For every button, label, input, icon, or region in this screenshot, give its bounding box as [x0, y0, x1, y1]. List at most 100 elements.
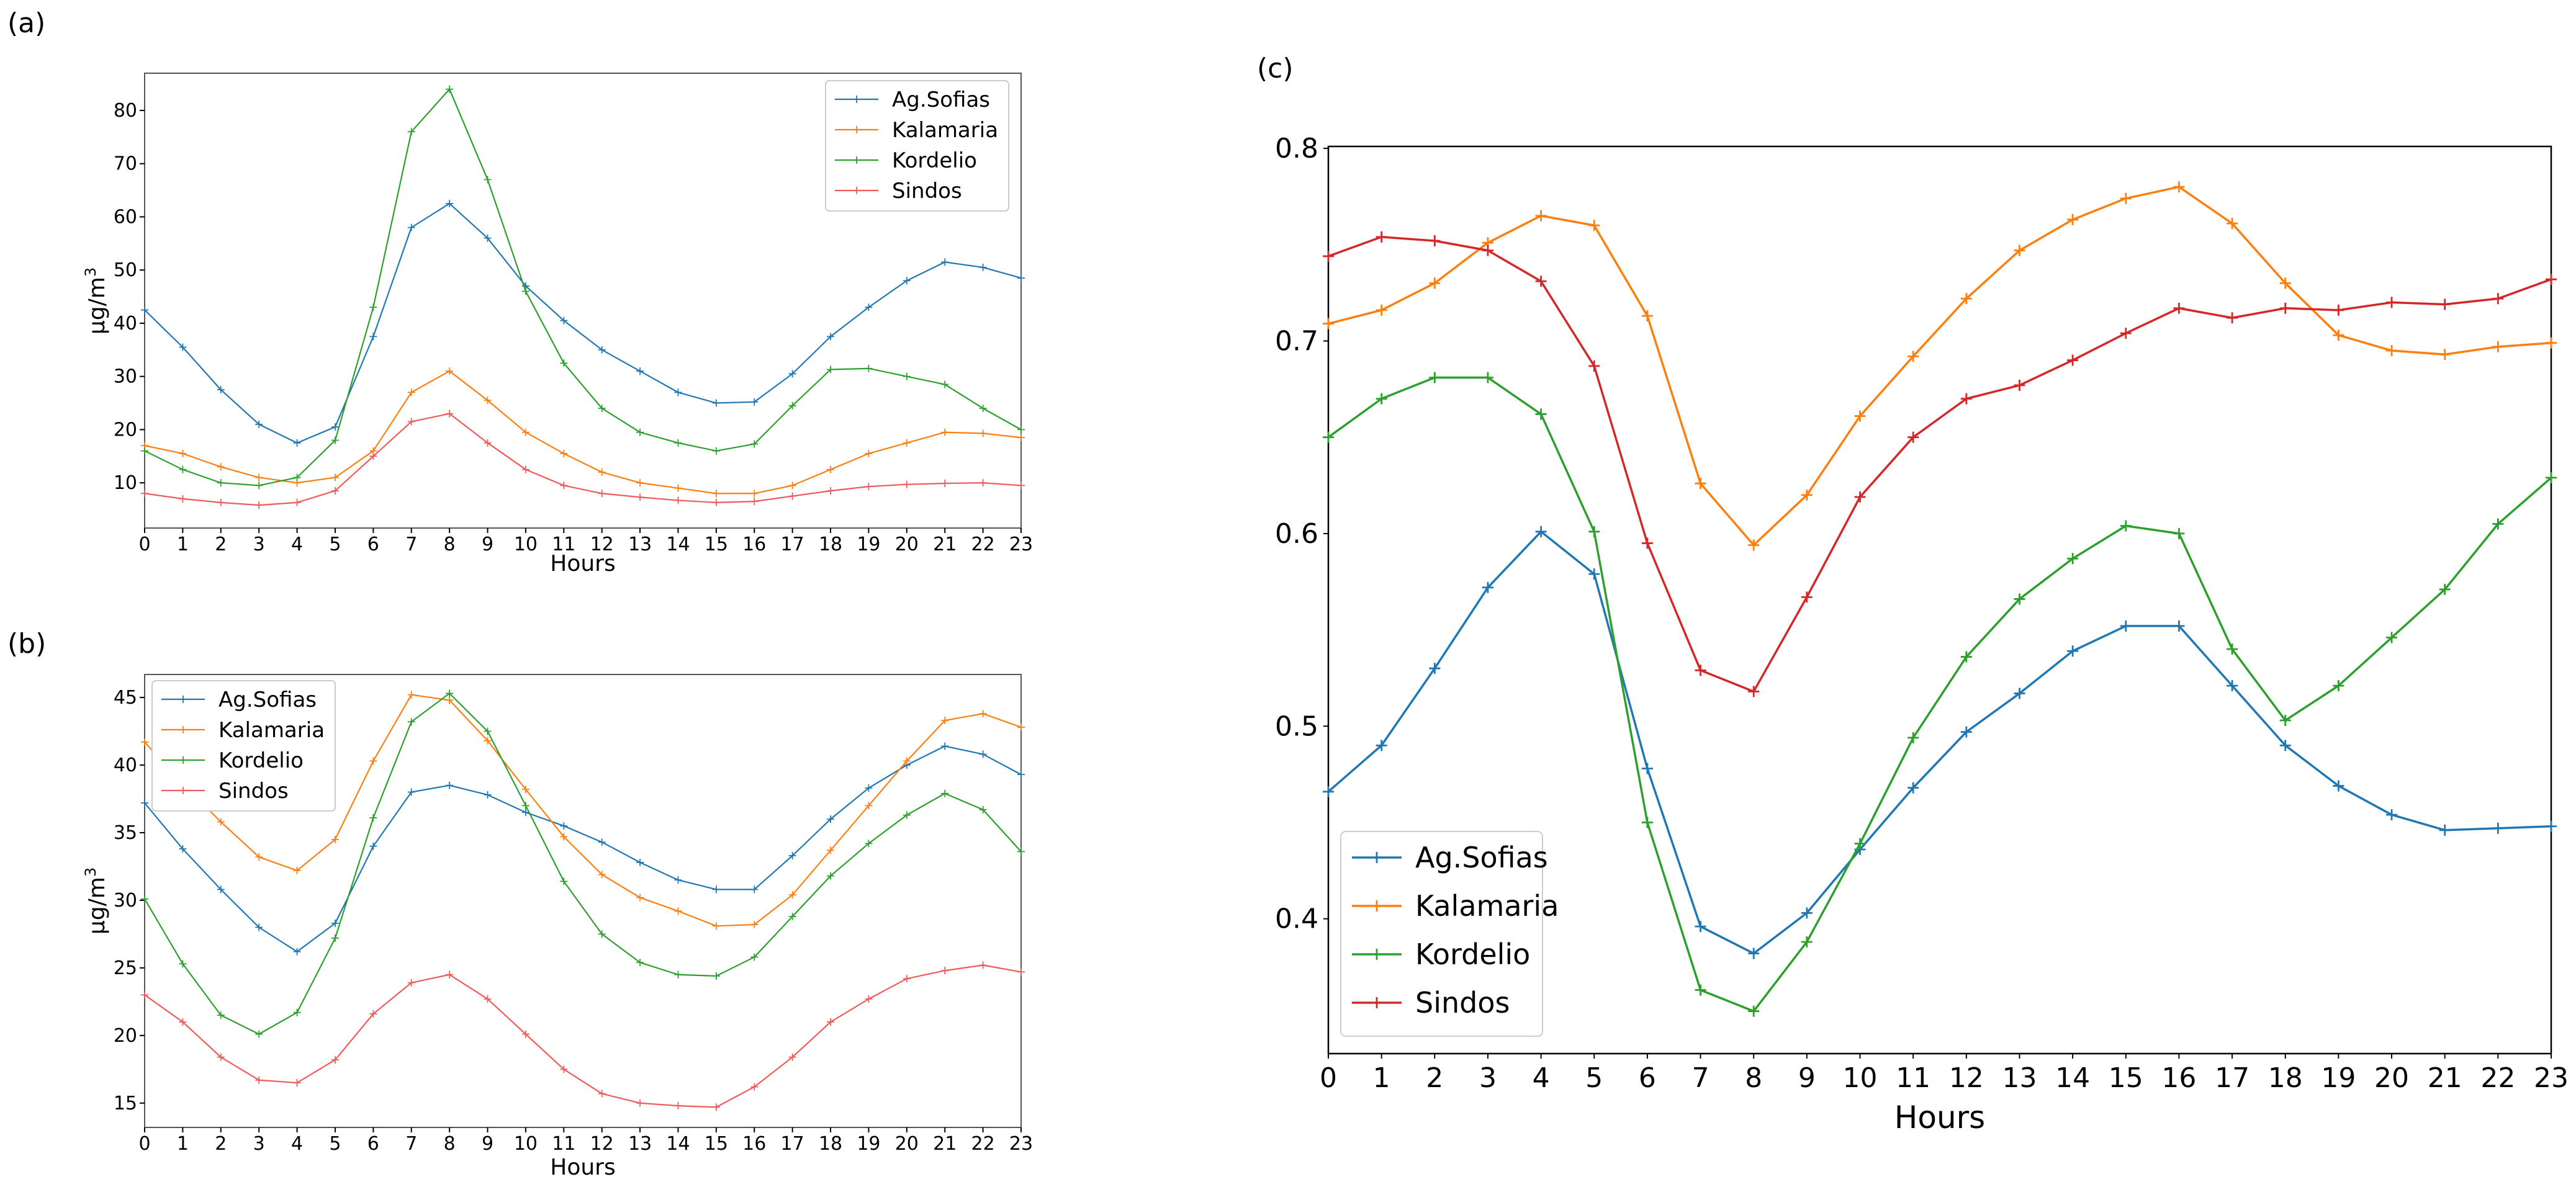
panel-b-x-tick-label: 5	[329, 1133, 341, 1155]
panel-b-x-tick-label: 15	[705, 1133, 728, 1155]
panel-c-x-tick-label: 8	[1745, 1062, 1762, 1094]
panel-b-x-tick-label: 14	[666, 1133, 690, 1155]
panel-a: (a) 0 1 2 3 4 5 6 7 8 9 10 11 12 13 14 15 16 17 18 19 20 21 22…	[7, 7, 1033, 576]
panel-c-x-tick-label: 16	[2161, 1062, 2196, 1094]
legend-label-kalamaria: Kalamaria	[892, 118, 998, 143]
legend-label-kordelio: Kordelio	[892, 148, 977, 173]
legend-label-ag-sofias: Ag.Sofias	[1415, 841, 1548, 874]
panel-c-x-tick-label: 21	[2428, 1062, 2462, 1094]
panel-b-label: (b)	[7, 628, 46, 660]
legend-label-ag-sofias: Ag.Sofias	[892, 87, 990, 112]
legend-label-kordelio: Kordelio	[218, 748, 304, 773]
panel-c-x-tick-label: 10	[1843, 1062, 1878, 1094]
panel-a-y-tick-label: 40	[114, 313, 137, 334]
panel-c-series	[1323, 181, 2557, 1017]
panel-c-x-tick-label: 17	[2215, 1062, 2249, 1094]
panel-b-y-tick-label: 20	[114, 1025, 137, 1047]
panel-a-x-tick-label: 19	[857, 534, 880, 555]
panel-c-y-tick-label: 0.4	[1275, 903, 1318, 935]
legend-label-kalamaria: Kalamaria	[1415, 889, 1559, 923]
series-line-sindos	[144, 413, 1022, 506]
panel-c-legend-box	[1340, 831, 1543, 1037]
panel-a-x-tick-label: 11	[552, 534, 575, 555]
panel-b-x-tick-label: 4	[291, 1133, 303, 1155]
panel-a-x-tick-label: 23	[1009, 534, 1033, 555]
legend-label-sindos: Sindos	[1415, 986, 1510, 1019]
panel-a-x-tick-label: 9	[482, 534, 493, 555]
panel-b-y-tick-label: 15	[114, 1093, 137, 1114]
panel-b-legend-box	[151, 680, 336, 812]
panel-c-x-tick-label: 19	[2321, 1062, 2356, 1094]
panel-c-x-tick-label: 14	[2055, 1062, 2090, 1094]
panel-b-legend: Ag.Sofias Kalamaria Kordelio Sindos	[151, 680, 336, 812]
panel-b-x-tick-label: 7	[405, 1133, 417, 1155]
panel-b: (b) 0 1 2 3 4 5 6 7 8 9 10 11 12 13 14 15 16 17 18 19 20 21 22…	[7, 628, 1033, 1180]
panel-b-x-tick-label: 18	[819, 1133, 842, 1155]
panel-b-y-axis-label: μg/m3	[82, 867, 110, 934]
legend-label-kordelio: Kordelio	[1415, 938, 1530, 971]
panel-b-x-tick-label: 6	[367, 1133, 379, 1155]
panel-c-x-tick-label: 15	[2109, 1062, 2143, 1094]
panel-b-x-tick-label: 12	[590, 1133, 614, 1155]
panel-c-x-tick-label: 18	[2268, 1062, 2303, 1094]
panel-c-x-tick-label: 22	[2480, 1062, 2515, 1094]
series-line-ag-sofias	[144, 745, 1022, 952]
series-line-ag-sofias	[144, 202, 1022, 444]
panel-b-x-axis-label: Hours	[550, 1155, 615, 1180]
panel-b-y-tick-label: 30	[114, 890, 137, 912]
panel-c-label: (c)	[1257, 53, 1294, 84]
panel-c-x-tick-label: 23	[2534, 1062, 2569, 1094]
panel-c-x-tick-label: 13	[2002, 1062, 2037, 1094]
panel-a-x-tick-label: 8	[444, 534, 456, 555]
panel-a-label: (a)	[7, 7, 45, 39]
panel-a-x-tick-label: 13	[628, 534, 652, 555]
panel-a-x-tick-label: 17	[781, 534, 804, 555]
panel-b-x-tick-label: 11	[552, 1133, 575, 1155]
panel-b-y-tick-label: 45	[114, 687, 137, 709]
panel-a-x-tick-label: 10	[514, 534, 538, 555]
panel-a-x-tick-label: 0	[138, 534, 150, 555]
series-line-ag-sofias	[1327, 531, 2552, 955]
panel-c-x-tick-label: 7	[1692, 1062, 1709, 1094]
panel-c-x-tick-label: 20	[2374, 1062, 2409, 1094]
panel-b-x-tick-label: 2	[215, 1133, 227, 1155]
panel-c-x-tick-label: 1	[1373, 1062, 1390, 1094]
panel-a-y-tick-label: 30	[114, 366, 137, 388]
legend-label-sindos: Sindos	[892, 179, 962, 204]
panel-b-y-tick-label: 25	[114, 957, 137, 979]
panel-b-x-tick-label: 9	[482, 1133, 493, 1155]
series-line-kordelio	[1327, 376, 2552, 1013]
panel-a-ticks: 0 1 2 3 4 5 6 7 8 9 10 11 12 13 14 15 16 17 18 19 20 21 22 2310…	[114, 100, 1033, 555]
panel-c-x-tick-label: 3	[1479, 1062, 1497, 1094]
panel-c-x-tick-label: 5	[1585, 1062, 1603, 1094]
panel-a-x-tick-label: 16	[742, 534, 766, 555]
panel-a-series	[141, 85, 1025, 509]
series-line-kalamaria	[1328, 186, 2552, 547]
panel-a-x-tick-label: 6	[367, 534, 379, 555]
panel-b-series	[141, 689, 1025, 1111]
panel-a-x-tick-label: 12	[590, 534, 614, 555]
panel-c-x-tick-label: 4	[1533, 1062, 1550, 1094]
panel-b-x-tick-label: 8	[444, 1133, 456, 1155]
panel-b-ticks: 0 1 2 3 4 5 6 7 8 9 10 11 12 13 14 15 16 17 18 19 20 21 22 2315…	[114, 687, 1033, 1155]
panel-b-x-tick-label: 13	[628, 1133, 652, 1155]
panel-b-x-tick-label: 16	[742, 1133, 766, 1155]
panel-a-x-tick-label: 21	[933, 534, 957, 555]
series-line-sindos	[144, 964, 1022, 1108]
series-line-kalamaria	[144, 370, 1022, 495]
panel-a-x-tick-label: 14	[666, 534, 690, 555]
panel-c-x-tick-label: 9	[1798, 1062, 1816, 1094]
panel-c-y-tick-label: 0.5	[1275, 710, 1318, 742]
panel-b-x-tick-label: 19	[857, 1133, 880, 1155]
panel-a-x-tick-label: 1	[177, 534, 189, 555]
panel-a-x-tick-label: 22	[971, 534, 995, 555]
legend-label-sindos: Sindos	[218, 779, 289, 804]
panel-a-x-tick-label: 20	[895, 534, 919, 555]
panel-a-y-tick-label: 50	[114, 259, 137, 281]
series-line-kalamaria	[144, 694, 1022, 927]
panel-a-x-tick-label: 15	[705, 534, 728, 555]
panel-c-y-tick-label: 0.6	[1275, 518, 1318, 550]
panel-a-x-tick-label: 5	[329, 534, 341, 555]
panel-a-y-tick-label: 80	[114, 100, 137, 122]
